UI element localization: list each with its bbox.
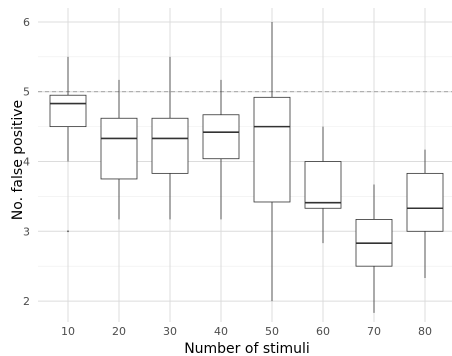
x-tick-label: 70 xyxy=(367,325,381,338)
box-20 xyxy=(100,79,138,220)
box-body xyxy=(406,172,444,232)
x-axis-title: Number of stimuli xyxy=(184,341,310,356)
boxes-layer xyxy=(49,21,444,313)
y-tick-label: 5 xyxy=(23,86,30,99)
box-30 xyxy=(151,56,189,220)
y-axis-title: No. false positive xyxy=(10,100,26,220)
x-tick-label: 20 xyxy=(112,325,126,338)
box-body xyxy=(202,114,240,160)
box-50 xyxy=(253,21,291,302)
box-60 xyxy=(304,126,342,244)
x-tick-label: 10 xyxy=(61,325,75,338)
box-body xyxy=(253,96,291,203)
tick-labels-layer: 2 3 4 5 6 10 20 30 40 50 60 70 80 xyxy=(23,16,432,338)
y-tick-label: 3 xyxy=(23,225,30,238)
box-body xyxy=(151,117,189,174)
x-tick-label: 80 xyxy=(418,325,432,338)
box-10 xyxy=(49,56,87,233)
x-tick-label: 40 xyxy=(214,325,228,338)
grid-lines xyxy=(38,8,452,322)
x-tick-label: 30 xyxy=(163,325,177,338)
y-tick-label: 2 xyxy=(23,295,30,308)
box-80 xyxy=(406,149,444,279)
box-body xyxy=(304,161,342,209)
box-40 xyxy=(202,79,240,220)
x-tick-label: 60 xyxy=(316,325,330,338)
x-tick-label: 50 xyxy=(265,325,279,338)
outlier-point xyxy=(67,230,69,233)
y-tick-label: 4 xyxy=(23,156,30,169)
y-tick-label: 6 xyxy=(23,16,30,29)
box-70 xyxy=(355,184,393,313)
box-body xyxy=(100,117,138,180)
box-body xyxy=(49,94,87,128)
